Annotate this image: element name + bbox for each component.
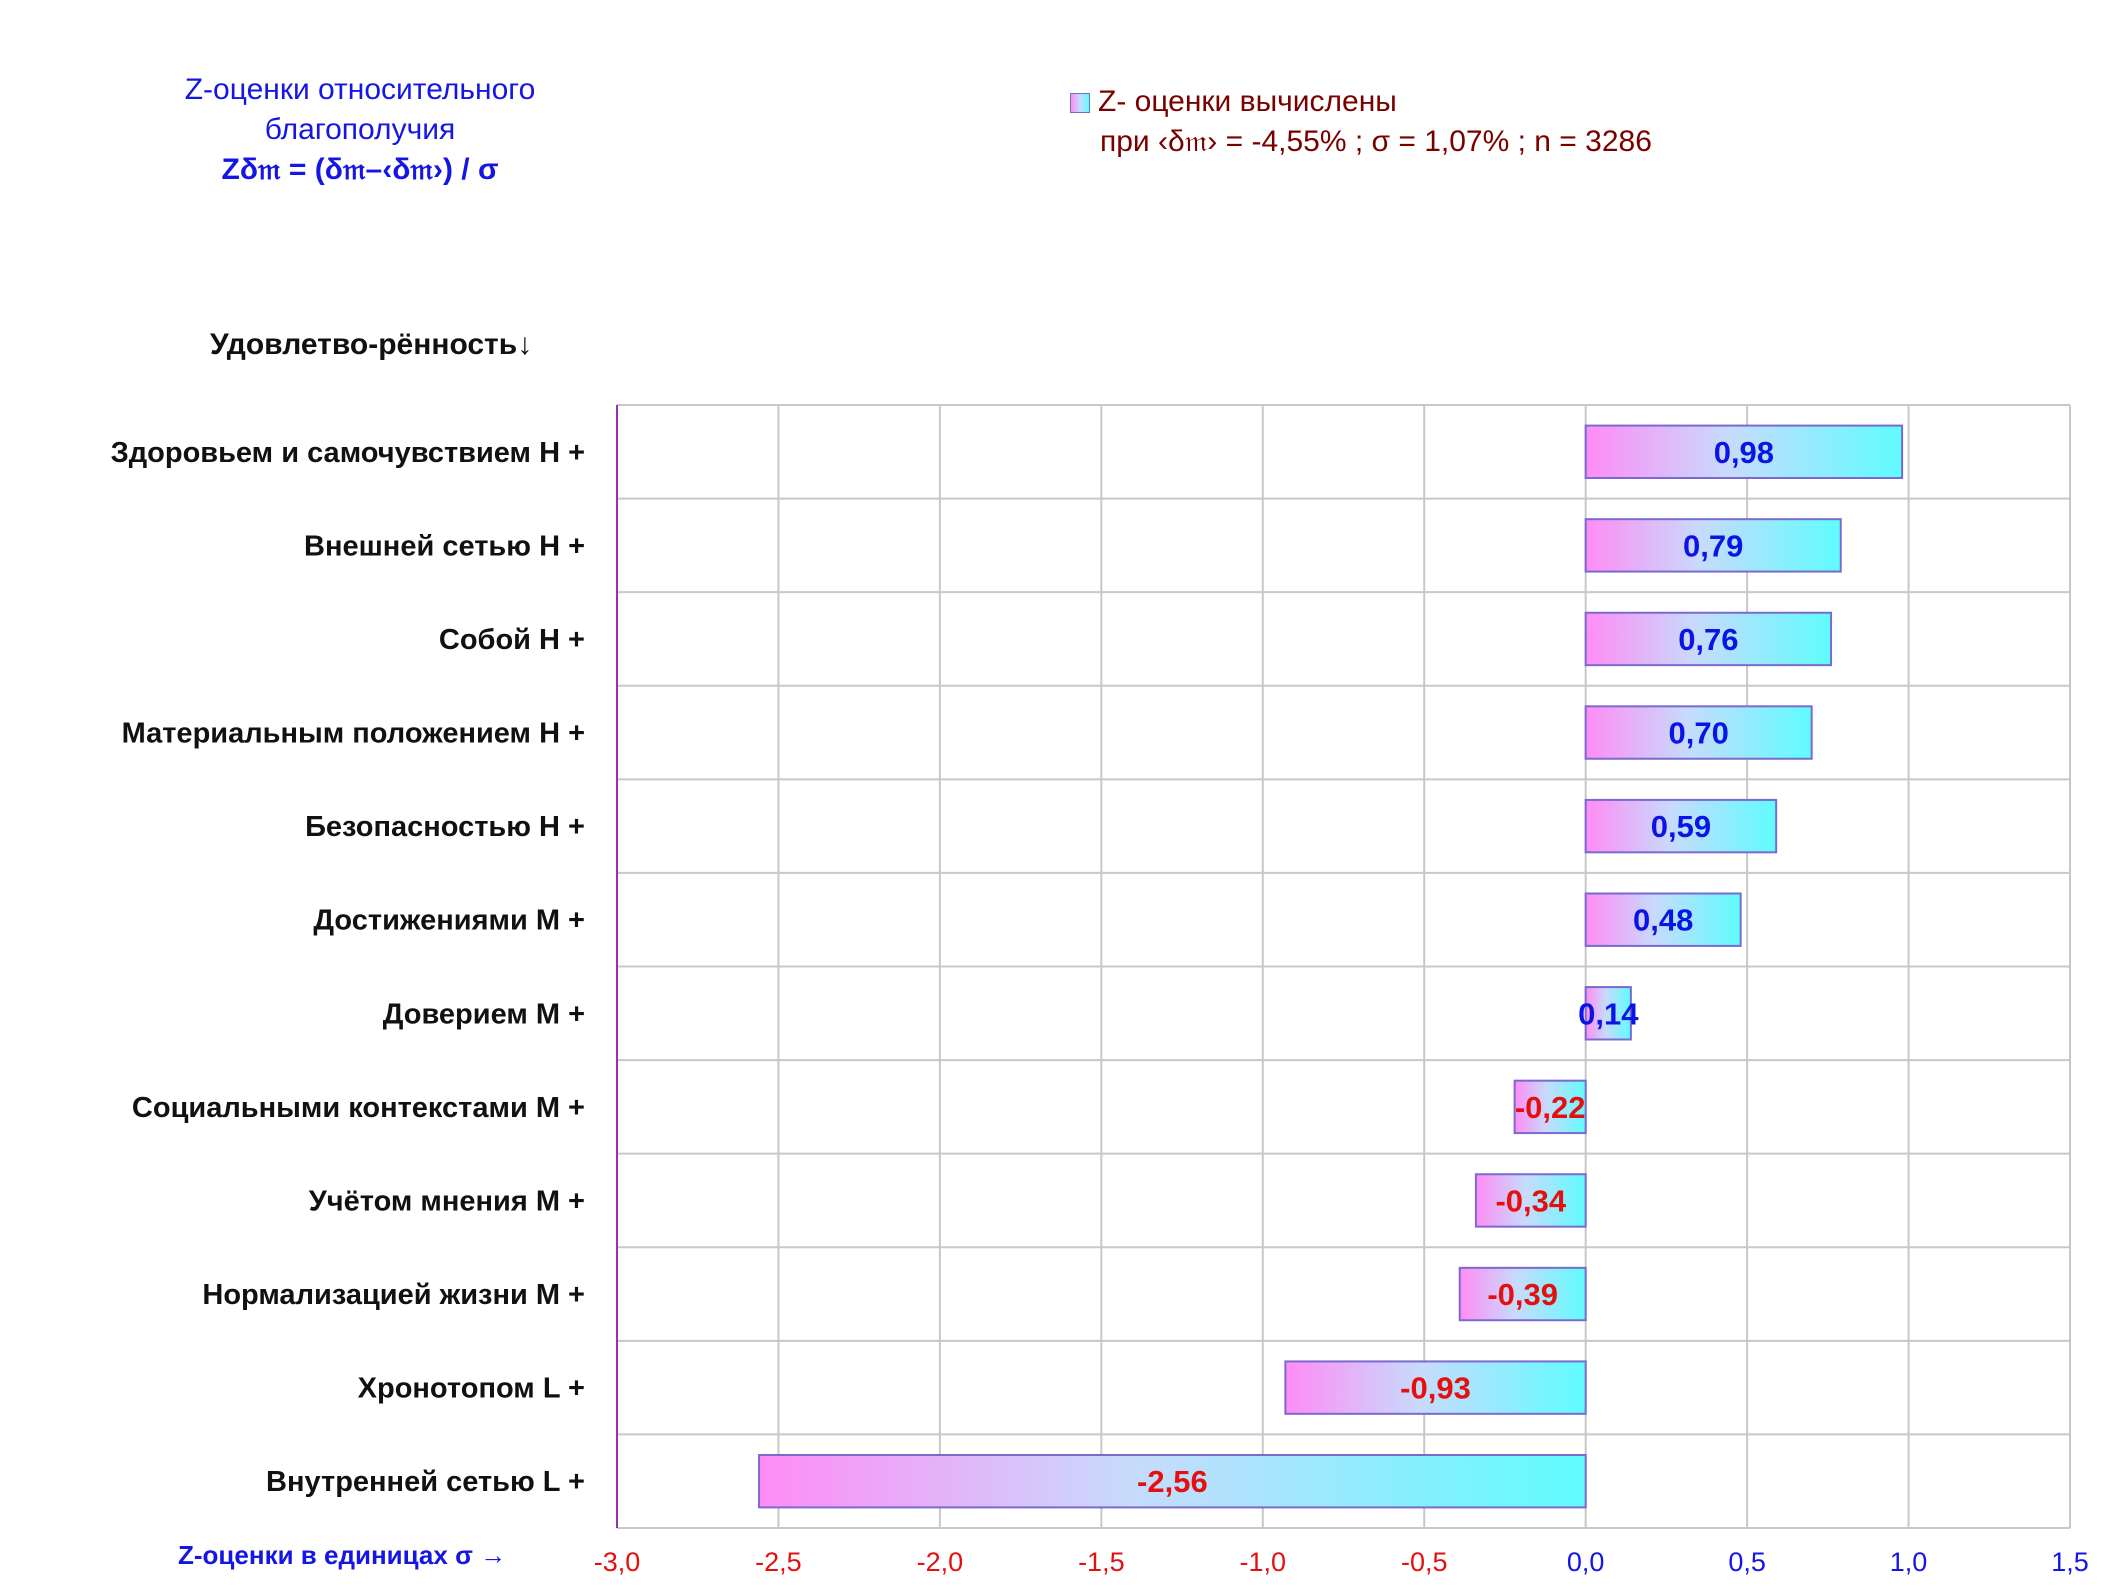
category-label: Социальными контекстами M + (132, 1092, 585, 1124)
value-label: -2,56 (1137, 1464, 1208, 1499)
category-label: Безопасностью H + (305, 811, 585, 843)
x-tick-label: -2,5 (755, 1547, 802, 1577)
x-tick-label: -1,0 (1240, 1547, 1287, 1577)
x-tick-label: -0,5 (1401, 1547, 1448, 1577)
x-axis-title: Z-оценки в единицах σ → (178, 1540, 507, 1570)
bar (1584, 518, 1842, 573)
bar (1584, 986, 1632, 1041)
bar (1584, 892, 1742, 947)
bar (1584, 611, 1833, 667)
value-label: 0,14 (1578, 996, 1639, 1031)
category-label: Нормализацией жизни M + (202, 1279, 585, 1311)
bar (758, 1454, 1587, 1509)
category-label: Здоровьем и самочувствием H + (111, 437, 585, 469)
bar (1458, 1266, 1587, 1322)
legend-swatch (1070, 93, 1090, 114)
bar (1474, 1173, 1587, 1228)
value-label: -0,39 (1487, 1277, 1558, 1312)
x-tick-label: -2,0 (917, 1547, 964, 1577)
category-label: Учётом мнения M + (309, 1185, 585, 1217)
title-line-1: Z-оценки относительного (184, 73, 536, 106)
category-label: Собой H + (439, 624, 585, 656)
legend-label: Z- оценки вычислены (1098, 85, 1397, 118)
value-label: 0,98 (1714, 435, 1774, 470)
bar (1584, 424, 1904, 479)
title-line-2: благополучия (264, 113, 456, 146)
x-tick-label: 0,0 (1567, 1547, 1605, 1577)
value-label: -0,93 (1400, 1371, 1471, 1406)
bar (1284, 1360, 1587, 1415)
y-axis-title: Удовлетво-рённость↓ (210, 328, 533, 361)
value-label: 0,76 (1678, 622, 1738, 657)
category-label: Доверием M + (383, 998, 585, 1030)
value-label: 0,70 (1669, 716, 1729, 751)
value-label: -0,34 (1495, 1183, 1566, 1218)
bar (1584, 798, 1778, 854)
category-label: Внутренней сетью L + (266, 1466, 585, 1498)
x-tick-label: 1,5 (2051, 1547, 2089, 1577)
x-tick-label: -1,5 (1078, 1547, 1125, 1577)
value-label: 0,48 (1633, 903, 1693, 938)
x-tick-label: -3,0 (594, 1547, 641, 1577)
category-label: Хронотопом L + (358, 1373, 585, 1405)
category-label: Достижениями M + (313, 905, 585, 937)
title-formula: Zδ𝔪 = (δ𝔪–‹δ𝔪›) / σ (221, 153, 499, 186)
bar (1584, 705, 1813, 760)
category-label: Внешней сетью H + (304, 530, 585, 562)
value-label: 0,79 (1683, 528, 1743, 563)
chart-title: Z-оценки относительного благополучия Zδ𝔪… (130, 70, 590, 190)
x-tick-label: 1,0 (1890, 1547, 1928, 1577)
bar (1513, 1079, 1587, 1135)
legend-params: при ‹δ𝔪› = -4,55% ; σ = 1,07% ; n = 3286 (1100, 125, 1652, 158)
category-label: Материальным положением H + (122, 718, 585, 750)
value-label: -0,22 (1515, 1090, 1586, 1125)
x-tick-label: 0,5 (1728, 1547, 1766, 1577)
value-label: 0,59 (1651, 809, 1711, 844)
legend: Z- оценки вычислены при ‹δ𝔪› = -4,55% ; … (1070, 82, 1652, 162)
